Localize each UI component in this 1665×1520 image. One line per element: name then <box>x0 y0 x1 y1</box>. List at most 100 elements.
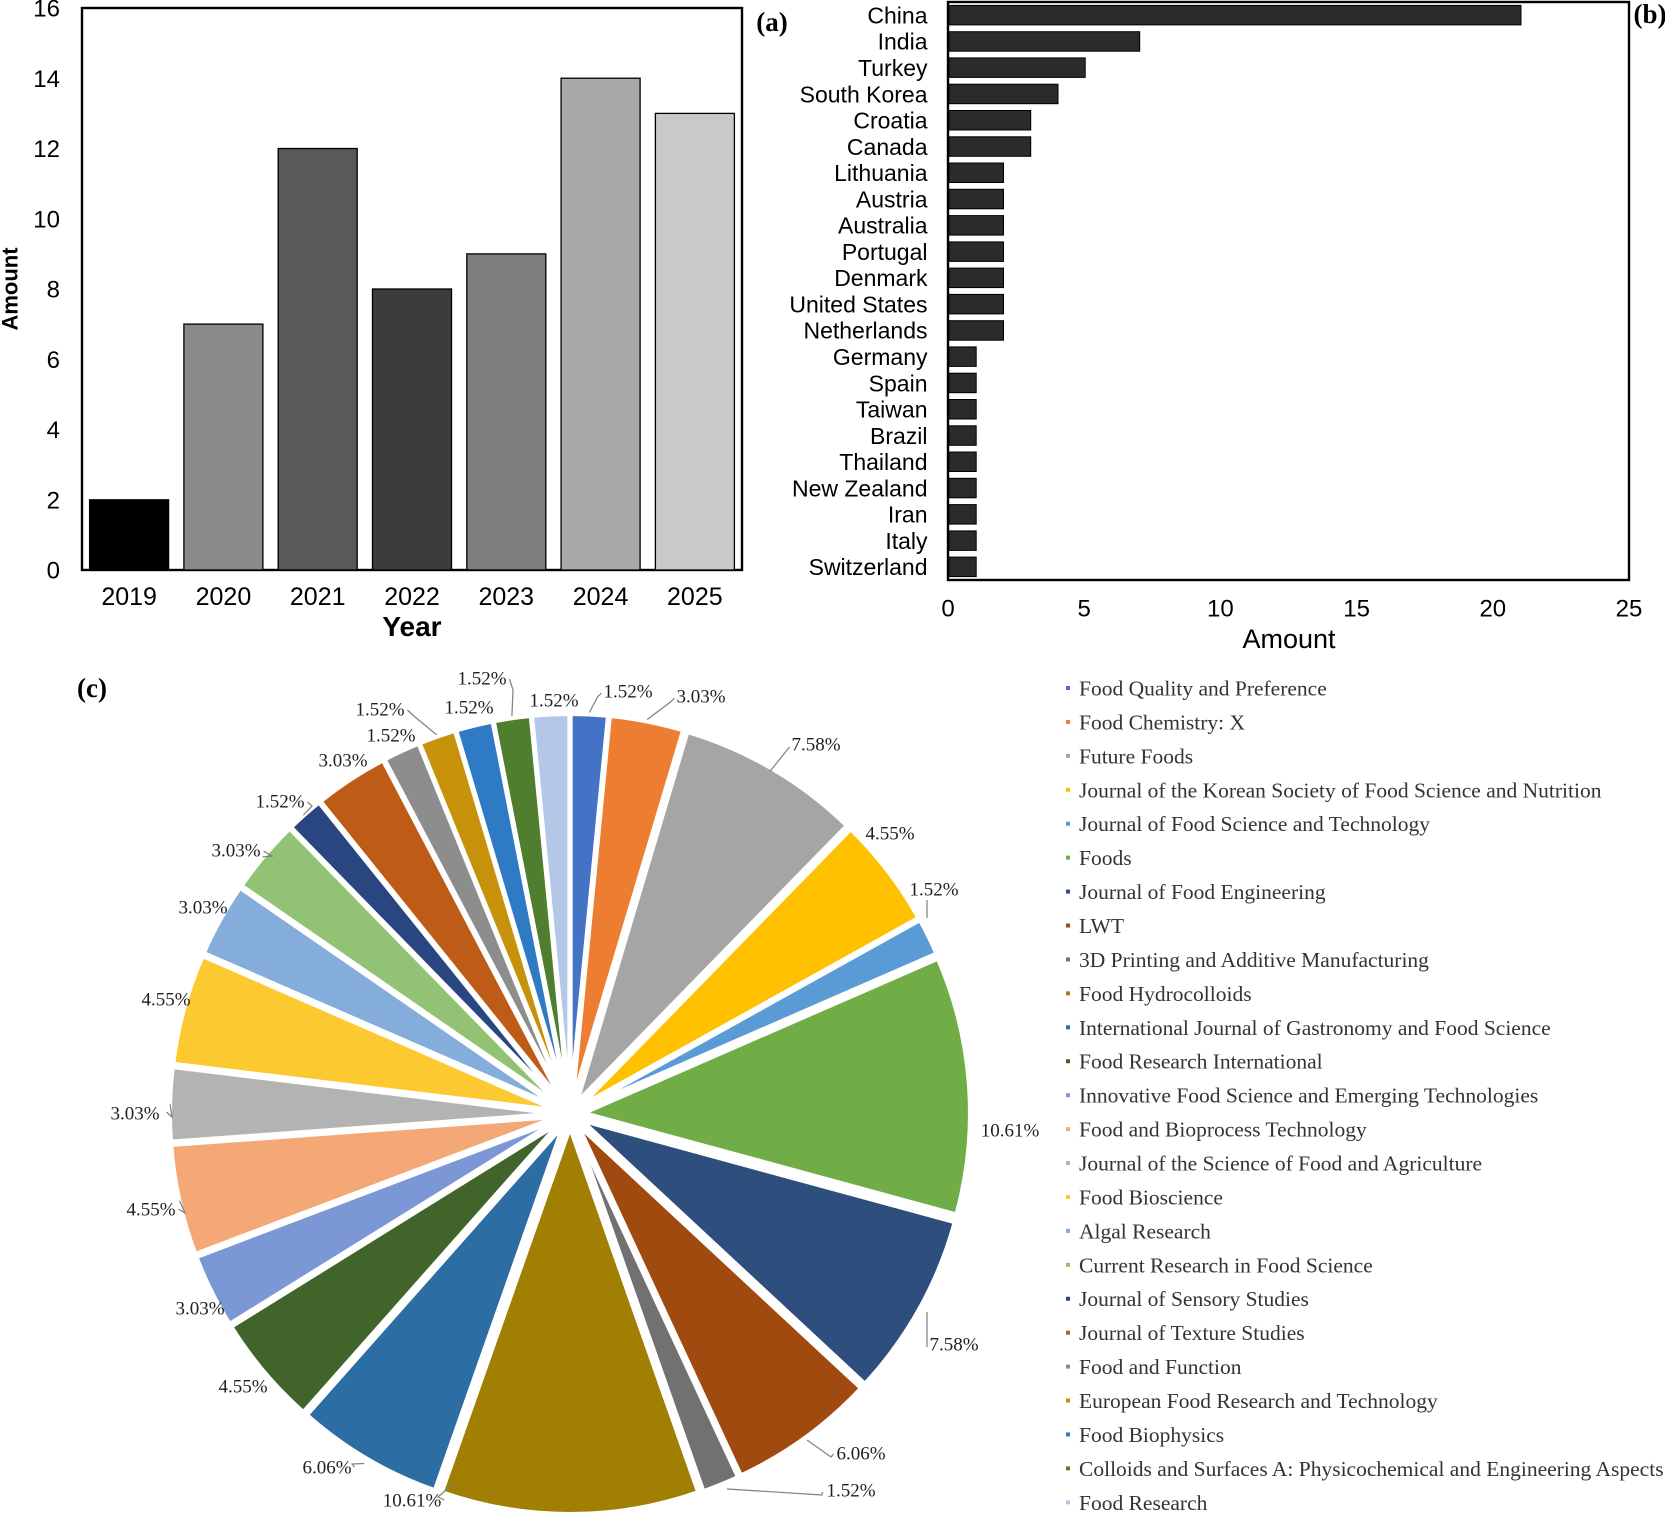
svg-text:Journal of Texture Studies: Journal of Texture Studies <box>1079 1321 1305 1345</box>
svg-text:5: 5 <box>1078 596 1091 623</box>
svg-text:Spain: Spain <box>869 370 928 396</box>
svg-text:10: 10 <box>33 206 60 233</box>
svg-text:7.58%: 7.58% <box>791 735 840 756</box>
svg-text:Colloids and Surfaces A: Physi: Colloids and Surfaces A: Physicochemical… <box>1079 1457 1664 1481</box>
svg-text:2022: 2022 <box>384 583 440 611</box>
svg-text:Foods: Foods <box>1079 846 1132 870</box>
svg-text:Journal of the Science of Food: Journal of the Science of Food and Agric… <box>1079 1152 1482 1176</box>
svg-text:3.03%: 3.03% <box>110 1104 159 1125</box>
svg-text:1.52%: 1.52% <box>366 726 415 747</box>
svg-text:Canada: Canada <box>847 134 928 160</box>
svg-text:10: 10 <box>1207 596 1234 623</box>
svg-text:3.03%: 3.03% <box>211 841 260 862</box>
svg-text:3.03%: 3.03% <box>178 898 227 919</box>
svg-text:1.52%: 1.52% <box>603 682 652 703</box>
svg-text:1.52%: 1.52% <box>255 792 304 813</box>
svg-text:Algal Research: Algal Research <box>1079 1219 1211 1243</box>
svg-text:3.03%: 3.03% <box>175 1299 224 1320</box>
svg-text:6.06%: 6.06% <box>302 1458 351 1479</box>
svg-text:LWT: LWT <box>1079 914 1124 938</box>
svg-text:(b): (b) <box>1634 0 1665 29</box>
svg-text:Food Biophysics: Food Biophysics <box>1079 1423 1224 1447</box>
svg-text:4.55%: 4.55% <box>126 1200 175 1221</box>
svg-text:7.58%: 7.58% <box>929 1335 978 1356</box>
svg-text:12: 12 <box>33 136 60 163</box>
svg-text:2019: 2019 <box>101 583 157 611</box>
svg-text:Amount: Amount <box>1242 624 1336 654</box>
svg-text:(a): (a) <box>756 7 787 37</box>
svg-text:Food and Function: Food and Function <box>1079 1355 1242 1379</box>
svg-text:1.52%: 1.52% <box>529 691 578 712</box>
svg-text:2021: 2021 <box>290 583 346 611</box>
svg-text:10.61%: 10.61% <box>981 1121 1040 1142</box>
svg-text:8: 8 <box>47 277 60 304</box>
svg-text:1.52%: 1.52% <box>909 880 958 901</box>
svg-text:Journal of Food Engineering: Journal of Food Engineering <box>1079 880 1326 904</box>
svg-text:Food Research International: Food Research International <box>1079 1050 1323 1074</box>
svg-text:Journal of the Korean Society: Journal of the Korean Society of Food Sc… <box>1079 778 1602 802</box>
svg-text:Journal of Sensory Studies: Journal of Sensory Studies <box>1079 1287 1309 1311</box>
svg-text:New Zealand: New Zealand <box>792 475 928 501</box>
svg-text:Switzerland: Switzerland <box>809 554 928 580</box>
svg-text:15: 15 <box>1343 596 1370 623</box>
svg-text:India: India <box>878 29 928 55</box>
svg-text:International Journal of Gastr: International Journal of Gastronomy and … <box>1079 1016 1551 1040</box>
svg-text:United States: United States <box>789 291 927 317</box>
svg-text:Portugal: Portugal <box>842 239 928 265</box>
svg-text:Taiwan: Taiwan <box>856 397 928 423</box>
svg-text:3.03%: 3.03% <box>318 751 367 772</box>
svg-text:Brazil: Brazil <box>870 423 928 449</box>
svg-text:4.55%: 4.55% <box>141 990 190 1011</box>
svg-text:China: China <box>867 2 927 28</box>
svg-text:2025: 2025 <box>667 583 723 611</box>
svg-text:25: 25 <box>1616 596 1643 623</box>
svg-text:0: 0 <box>941 596 954 623</box>
svg-text:6.06%: 6.06% <box>836 1444 885 1465</box>
svg-text:Food Bioscience: Food Bioscience <box>1079 1185 1223 1209</box>
svg-text:Thailand: Thailand <box>839 449 927 475</box>
svg-text:Food Quality and Preference: Food Quality and Preference <box>1079 677 1327 701</box>
svg-text:Denmark: Denmark <box>834 265 928 291</box>
svg-text:1.52%: 1.52% <box>826 1481 875 1502</box>
svg-text:20: 20 <box>1479 596 1506 623</box>
svg-text:Journal of Food Science and Te: Journal of Food Science and Technology <box>1079 812 1430 836</box>
svg-text:4: 4 <box>47 417 60 444</box>
svg-text:Food Research: Food Research <box>1079 1491 1208 1515</box>
svg-text:Austria: Austria <box>856 186 928 212</box>
svg-text:0: 0 <box>47 558 60 585</box>
svg-text:3.03%: 3.03% <box>676 687 725 708</box>
svg-text:10.61%: 10.61% <box>383 1491 442 1512</box>
svg-text:Food Hydrocolloids: Food Hydrocolloids <box>1079 982 1252 1006</box>
svg-text:3D Printing and Additive Manuf: 3D Printing and Additive Manufacturing <box>1079 948 1429 972</box>
svg-text:6: 6 <box>47 347 60 374</box>
svg-text:European Food Research and Tec: European Food Research and Technology <box>1079 1389 1438 1413</box>
svg-text:14: 14 <box>33 66 60 93</box>
svg-text:1.52%: 1.52% <box>355 700 404 721</box>
svg-text:Iran: Iran <box>888 502 928 528</box>
svg-text:Year: Year <box>382 611 441 642</box>
svg-text:2: 2 <box>47 487 60 514</box>
svg-text:Current Research in Food Scien: Current Research in Food Science <box>1079 1253 1373 1277</box>
svg-text:Netherlands: Netherlands <box>803 318 927 344</box>
svg-text:2023: 2023 <box>478 583 534 611</box>
svg-text:1.52%: 1.52% <box>444 698 493 719</box>
svg-text:(c): (c) <box>77 673 107 703</box>
svg-text:Food Chemistry: X: Food Chemistry: X <box>1079 710 1246 734</box>
svg-text:4.55%: 4.55% <box>865 824 914 845</box>
svg-text:Lithuania: Lithuania <box>834 160 928 186</box>
svg-text:Australia: Australia <box>838 213 928 239</box>
svg-text:Food and Bioprocess Technology: Food and Bioprocess Technology <box>1079 1118 1367 1142</box>
svg-text:Italy: Italy <box>885 528 928 554</box>
svg-text:Germany: Germany <box>833 344 928 370</box>
svg-text:2020: 2020 <box>196 583 252 611</box>
svg-text:1.52%: 1.52% <box>457 669 506 690</box>
svg-text:Croatia: Croatia <box>853 108 927 134</box>
svg-text:4.55%: 4.55% <box>218 1377 267 1398</box>
svg-text:16: 16 <box>33 0 60 23</box>
svg-text:Amount: Amount <box>0 247 23 331</box>
svg-text:2024: 2024 <box>573 583 629 611</box>
svg-text:South Korea: South Korea <box>800 81 928 107</box>
svg-text:Future Foods: Future Foods <box>1079 744 1193 768</box>
svg-text:Turkey: Turkey <box>858 55 928 81</box>
svg-text:Innovative Food Science and Em: Innovative Food Science and Emerging Tec… <box>1079 1084 1538 1108</box>
